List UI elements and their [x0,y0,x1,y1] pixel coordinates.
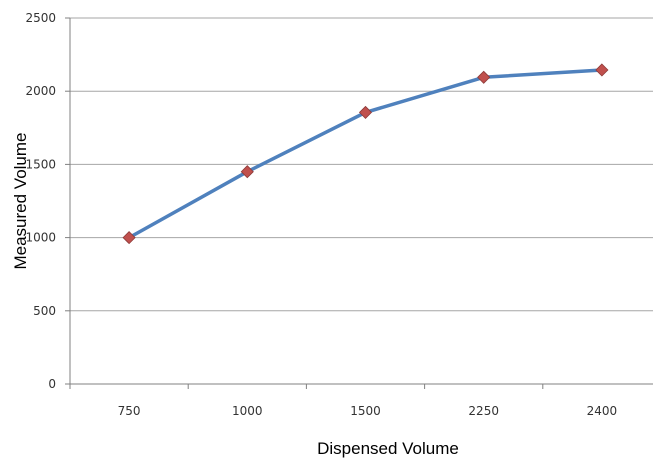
data-point [358,105,373,119]
y-tick-label: 0 [48,377,56,391]
y-axis-tick-labels: 0 500 1000 1500 2000 2500 [25,11,56,391]
y-tick-label: 2000 [25,84,56,98]
y-tick-label: 500 [33,304,56,318]
y-axis-title: Measured Volume [11,132,30,269]
axes [65,17,653,389]
gridlines [70,17,653,312]
x-tick-label: 2400 [587,404,618,418]
data-point [595,63,609,77]
y-tick-label: 2500 [25,11,56,25]
x-tick-label: 1500 [350,404,381,418]
data-point [122,231,136,245]
data-point [477,70,491,84]
data-point [240,165,254,179]
x-axis-tick-labels: 750 1000 1500 2250 2400 [118,404,618,418]
series-line [127,68,604,240]
series-layer [122,63,609,245]
x-tick-label: 1000 [232,404,263,418]
x-tick-label: 750 [118,404,141,418]
x-axis-title: Dispensed Volume [317,439,459,458]
y-tick-label: 1000 [25,231,56,245]
y-tick-label: 1500 [25,157,56,171]
x-tick-label: 2250 [468,404,499,418]
